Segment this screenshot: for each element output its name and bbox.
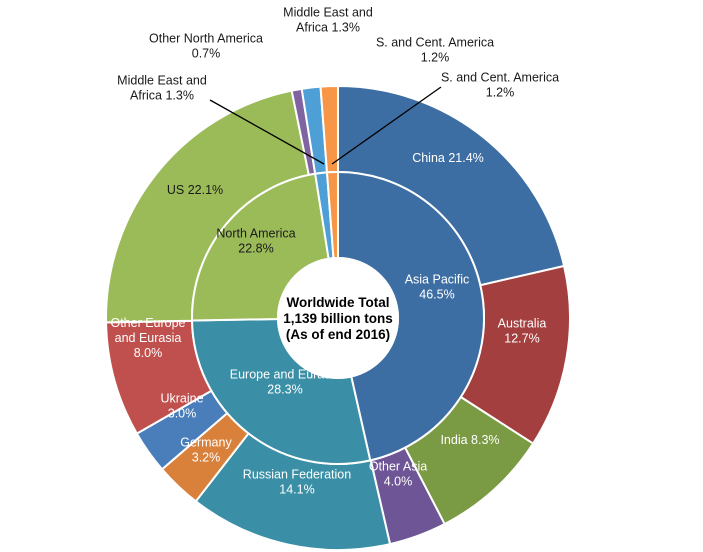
outer-label-line: US 22.1% bbox=[167, 183, 223, 197]
outer-label-line: 4.0% bbox=[384, 475, 413, 489]
outer-label-australia: Australia 12.7% bbox=[498, 317, 547, 346]
outer-label-russian-federation: Russian Federation 14.1% bbox=[243, 468, 351, 497]
inner-label-line: 22.8% bbox=[238, 242, 273, 256]
outer-label-ukraine: Ukraine 3.0% bbox=[160, 392, 203, 421]
outer-ring bbox=[105, 84, 571, 551]
outer-label-other-europe-and-eurasia: Other Europe and Eurasia 8.0% bbox=[110, 316, 185, 360]
inner-label-line: Middle East and bbox=[117, 74, 207, 88]
inner-label-line: S. and Cent. America bbox=[441, 71, 559, 85]
outer-label-line: Australia bbox=[498, 317, 547, 331]
outer-label-us: US 22.1% bbox=[167, 183, 223, 197]
leader-inner-s-cent-america bbox=[331, 86, 442, 165]
outer-label-middle-east-and-africa: Middle East and Africa 1.3% bbox=[283, 6, 373, 35]
inner-label-line: Europe and Eurasia bbox=[230, 368, 341, 382]
outer-label-line: 8.0% bbox=[134, 346, 163, 360]
inner-label-line: Asia Pacific bbox=[405, 273, 470, 287]
outer-label-line: Other North America bbox=[149, 32, 263, 46]
outer-label-line: Russian Federation bbox=[243, 468, 351, 482]
slice-labels: China 21.4% Australia 12.7% India 8.3% Other… bbox=[110, 6, 559, 497]
center-label-line: Worldwide Total bbox=[287, 295, 390, 310]
outer-label-line: 3.0% bbox=[168, 407, 197, 421]
inner-ring bbox=[191, 170, 485, 465]
outer-label-line: 12.7% bbox=[504, 332, 539, 346]
outer-label-line: Other Asia bbox=[369, 460, 427, 474]
outer-label-line: Middle East and bbox=[283, 6, 373, 20]
outer-label-germany: Germany 3.2% bbox=[180, 436, 232, 465]
outer-label-line: Africa 1.3% bbox=[296, 21, 360, 35]
inner-label-line: North America bbox=[216, 227, 295, 241]
outer-label-line: S. and Cent. America bbox=[376, 36, 494, 50]
inner-label-north-america: North America 22.8% bbox=[216, 227, 295, 256]
leader-lines bbox=[209, 86, 442, 165]
outer-label-other-asia: Other Asia 4.0% bbox=[369, 460, 427, 489]
outer-label-china: China 21.4% bbox=[412, 151, 484, 165]
outer-label-line: Germany bbox=[180, 436, 232, 450]
center-label-line: (As of end 2016) bbox=[286, 327, 390, 342]
outer-label-line: 0.7% bbox=[192, 47, 221, 61]
inner-label-s-and-cent-america: S. and Cent. America 1.2% bbox=[441, 71, 559, 100]
outer-label-line: Ukraine bbox=[160, 392, 203, 406]
outer-label-other-north-america: Other North America 0.7% bbox=[149, 32, 263, 61]
center-hole bbox=[277, 257, 399, 379]
outer-label-line: India 8.3% bbox=[440, 433, 499, 447]
inner-label-middle-east-and-africa: Middle East and Africa 1.3% bbox=[117, 74, 207, 103]
outer-label-india: India 8.3% bbox=[440, 433, 499, 447]
inner-label-line: 46.5% bbox=[419, 288, 454, 302]
outer-label-s-and-cent-america: S. and Cent. America 1.2% bbox=[376, 36, 494, 65]
outer-label-line: Other Europe bbox=[110, 316, 185, 330]
leader-inner-middle-east-africa bbox=[209, 99, 325, 165]
inner-label-line: 1.2% bbox=[486, 86, 515, 100]
outer-label-line: and Eurasia bbox=[115, 331, 182, 345]
inner-label-europe-and-eurasia: Europe and Eurasia 28.3% bbox=[230, 368, 341, 397]
inner-label-asia-pacific: Asia Pacific 46.5% bbox=[405, 273, 470, 302]
outer-label-line: China 21.4% bbox=[412, 151, 484, 165]
center-label-line: 1,139 billion tons bbox=[283, 311, 393, 326]
outer-label-line: 1.2% bbox=[421, 51, 450, 65]
inner-label-line: Africa 1.3% bbox=[130, 89, 194, 103]
outer-label-line: 14.1% bbox=[279, 483, 314, 497]
center-label: Worldwide Total 1,139 billion tons (As of … bbox=[283, 295, 393, 342]
inner-label-line: 28.3% bbox=[267, 383, 302, 397]
outer-label-line: 3.2% bbox=[192, 451, 221, 465]
